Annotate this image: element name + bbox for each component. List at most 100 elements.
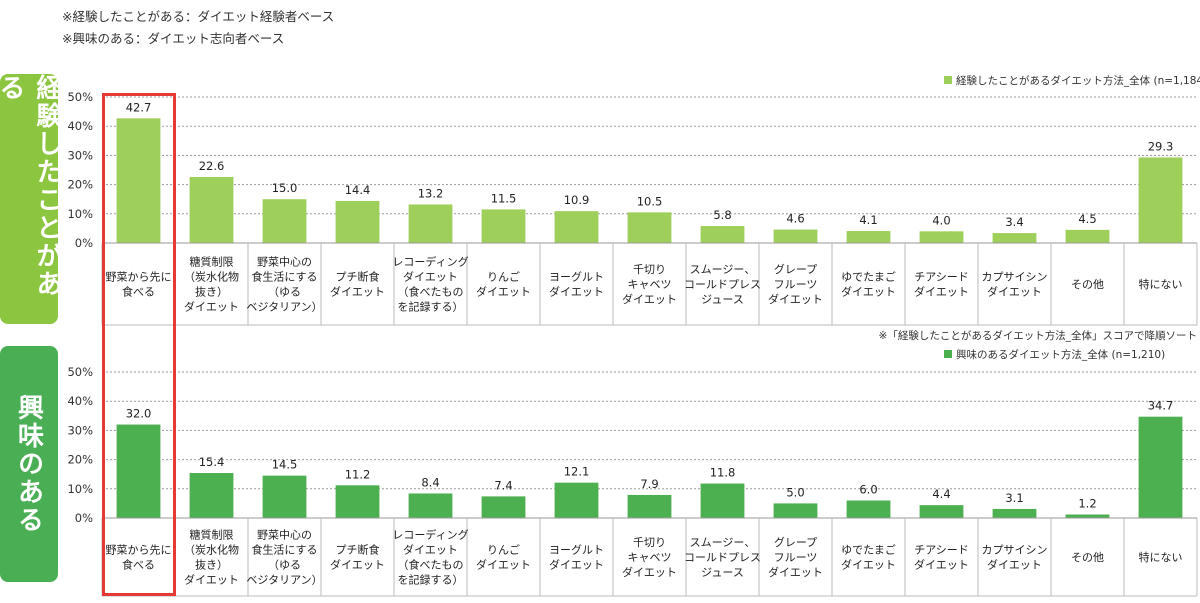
experienced-value-label: 3.4 — [1005, 215, 1023, 229]
experienced-category-label-line: ヨーグルト — [549, 270, 604, 284]
interested-category-label-line: ダイエット — [549, 558, 604, 572]
interested-category-label: グレープフルーツダイエット — [768, 535, 823, 579]
interested-category-label-line: キャベツ — [628, 551, 672, 564]
experienced-category-label-line: ダイエット — [914, 285, 969, 299]
interested-bar — [919, 505, 964, 518]
experienced-category-label-line: 特にない — [1139, 277, 1183, 291]
experienced-value-label: 4.6 — [786, 212, 804, 226]
experienced-category-label-line: （炭水化物 — [184, 270, 239, 284]
experienced-category-label-line: 抜き） — [195, 285, 228, 299]
experienced-bar — [481, 209, 526, 243]
experienced-category-label-line: （食べたもの — [398, 285, 464, 299]
experienced-bar — [773, 229, 818, 243]
experienced-category-label-line: を記録する） — [398, 300, 464, 314]
experienced-bar — [700, 226, 745, 243]
experienced-category-label-line: 千切り — [633, 263, 666, 276]
interested-bar — [627, 494, 672, 518]
experienced-category-label-line: ベジタリアン） — [246, 301, 322, 314]
interested-bar — [1138, 416, 1183, 518]
experienced-value-label: 15.0 — [272, 181, 298, 195]
interested-category-label-line: グレープ — [774, 535, 817, 549]
interested-category-label-line: スムージー、 — [690, 536, 756, 549]
interested-category-label: 野菜中心の食生活にする （ゆるベジタリアン） — [246, 529, 322, 587]
experienced-value-label: 10.5 — [637, 194, 663, 208]
experienced-category-label-line: ゆでたまご — [841, 270, 896, 284]
experienced-value-label: 4.0 — [932, 213, 950, 227]
interested-bar — [189, 473, 234, 518]
interested-ytick-label: 40% — [67, 394, 93, 408]
interested-category-label-line: 野菜から先に — [106, 544, 172, 557]
interested-category-label-line: 千切り — [633, 536, 666, 549]
experienced-category-label: 特にない — [1139, 277, 1183, 291]
experienced-legend-label: 経験したことがあるダイエット方法_全体 (n=1,184) — [956, 74, 1200, 87]
experienced-ytick-label: 0% — [75, 236, 93, 250]
section-label-interested: 興味のある — [0, 346, 58, 582]
interested-category-label: ゆでたまごダイエット — [841, 543, 896, 572]
experienced-category-label: 野菜中心の食生活にする （ゆるベジタリアン） — [246, 256, 322, 314]
experienced-category-label-line: ジュース — [701, 293, 744, 306]
interested-category-label-line: その他 — [1071, 551, 1104, 564]
experienced-category-label-line: 野菜から先に — [106, 271, 172, 284]
experienced-category-label: ヨーグルトダイエット — [549, 270, 604, 299]
interested-value-label: 15.4 — [199, 455, 225, 469]
interested-value-label: 12.1 — [564, 465, 590, 479]
interested-value-label: 3.1 — [1005, 491, 1023, 505]
interested-category-label-line: プチ断食 — [336, 543, 380, 557]
interested-category-label-line: ゆでたまご — [841, 543, 896, 557]
experienced-bar — [554, 211, 599, 243]
experienced-category-label: 野菜から先に食べる — [106, 271, 172, 299]
base-note-experienced: ※経験したことがある：ダイエット経験者ベース — [62, 9, 335, 24]
experienced-ytick-label: 40% — [67, 119, 93, 133]
interested-category-label-line: ダイエット — [987, 558, 1042, 572]
interested-bar — [700, 483, 745, 518]
experienced-category-label-line: コールドプレス — [684, 278, 761, 291]
experienced-category-label: その他 — [1071, 278, 1104, 291]
experienced-value-label: 22.6 — [199, 159, 225, 173]
interested-value-label: 6.0 — [859, 482, 877, 496]
experienced-value-label: 13.2 — [418, 186, 444, 200]
experienced-category-label-line: レコーディング — [392, 255, 468, 269]
experienced-value-label: 4.5 — [1078, 212, 1096, 226]
interested-category-label: レコーディングダイエット（食べたものを記録する） — [392, 528, 468, 587]
experienced-value-label: 14.4 — [345, 183, 371, 197]
experienced-ytick-label: 10% — [67, 207, 93, 221]
experienced-category-label-line: ダイエット — [622, 292, 677, 306]
interested-category-label-line: ダイエット — [768, 565, 823, 579]
interested-category-label-line: ダイエット — [184, 573, 239, 587]
experienced-category-label: レコーディングダイエット（食べたものを記録する） — [392, 255, 468, 314]
experienced-bar — [1138, 157, 1183, 243]
base-note-interested: ※興味のある：ダイエット志向者ベース — [62, 31, 285, 46]
interested-value-label: 4.4 — [932, 487, 950, 501]
experienced-category-label-line: ダイエット — [330, 285, 385, 299]
experienced-value-label: 4.1 — [859, 213, 877, 227]
experienced-value-label: 29.3 — [1148, 139, 1174, 153]
experienced-category-label-line: スムージー、 — [690, 263, 756, 276]
interested-category-label: ヨーグルトダイエット — [549, 543, 604, 572]
interested-category-label: りんごダイエット — [476, 543, 531, 572]
interested-category-label-line: ダイエット — [403, 543, 458, 557]
interested-ytick-label: 30% — [67, 423, 93, 437]
experienced-category-label-line: ダイエット — [184, 300, 239, 314]
interested-category-label-line: ダイエット — [914, 558, 969, 572]
interested-category-label: 千切りキャベツダイエット — [622, 536, 677, 579]
interested-category-label-line: ジュース — [701, 566, 744, 579]
interested-bar — [773, 503, 818, 518]
interested-category-label-line: チアシード — [914, 544, 969, 557]
interested-ytick-label: 50% — [67, 365, 93, 379]
interested-category-label-line: フルーツ — [774, 551, 818, 564]
experienced-category-label: スムージー、コールドプレスジュース — [684, 263, 761, 306]
experienced-category-label-line: 食生活にする — [251, 270, 317, 284]
experienced-category-label-line: グレープ — [774, 262, 817, 276]
interested-bar — [846, 500, 891, 518]
interested-category-label: 特にない — [1139, 550, 1183, 564]
interested-bar — [335, 485, 380, 518]
interested-value-label: 14.5 — [272, 458, 298, 472]
experienced-category-label-line: ダイエット — [987, 285, 1042, 299]
experienced-category-label-line: カプサイシン — [982, 271, 1048, 284]
experienced-category-label-line: （ゆる — [268, 286, 301, 299]
experienced-category-label: チアシードダイエット — [914, 271, 969, 299]
experienced-bar — [846, 231, 891, 243]
experienced-category-label: 千切りキャベツダイエット — [622, 263, 677, 306]
experienced-category-label-line: ダイエット — [549, 285, 604, 299]
